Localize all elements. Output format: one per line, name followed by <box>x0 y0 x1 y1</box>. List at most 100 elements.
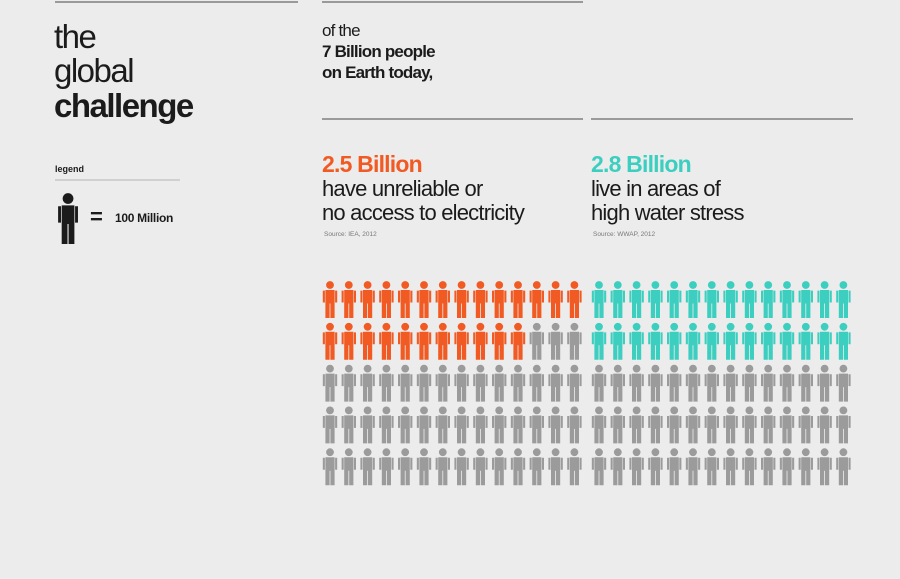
icon-body <box>548 457 563 486</box>
icon-head <box>476 364 485 373</box>
highlighted-icon <box>761 322 776 360</box>
base-icon <box>742 448 757 486</box>
icon-head <box>613 448 622 457</box>
icon-body <box>322 331 338 360</box>
icon-body <box>529 415 544 444</box>
icon-body <box>591 373 607 402</box>
icon-body <box>685 415 701 444</box>
icon-head <box>726 364 735 373</box>
base-icon <box>360 448 375 486</box>
base-icon <box>379 406 394 444</box>
highlighted-icon <box>742 322 757 360</box>
icon-head <box>551 406 560 415</box>
highlighted-icon <box>685 281 701 318</box>
base-icon <box>779 448 795 486</box>
highlighted-icon <box>492 281 507 318</box>
icon-head <box>651 322 660 331</box>
icon-body <box>360 415 375 444</box>
icon-body <box>58 205 78 245</box>
icon-head <box>670 406 679 415</box>
icon-head <box>801 364 810 373</box>
icon-body <box>567 457 582 486</box>
highlighted-icon <box>610 281 625 318</box>
panel-label: no access to electricity <box>322 200 525 225</box>
icon-body <box>761 415 776 444</box>
highlighted-icon <box>473 281 488 318</box>
highlighted-icon <box>648 322 663 360</box>
icon-body <box>742 331 757 360</box>
icon-body <box>529 331 544 360</box>
icon-head <box>745 364 754 373</box>
icon-body <box>435 415 450 444</box>
base-icon <box>723 364 738 402</box>
highlighted-icon <box>548 281 563 318</box>
icon-head <box>344 406 353 415</box>
base-icon <box>548 406 563 444</box>
base-icon <box>435 364 450 402</box>
icon-body <box>667 331 682 360</box>
base-icon <box>360 364 375 402</box>
base-icon <box>473 406 488 444</box>
highlighted-icon <box>798 322 813 360</box>
base-icon <box>510 364 526 402</box>
base-icon <box>648 406 663 444</box>
icon-head <box>344 322 353 331</box>
icon-body <box>322 290 338 318</box>
icon-head <box>420 448 428 457</box>
icon-head <box>401 448 410 457</box>
icon-head <box>764 281 773 289</box>
icon-head <box>326 448 334 457</box>
highlighted-icon <box>398 322 413 360</box>
icon-body <box>742 290 757 318</box>
icon-body <box>398 457 413 486</box>
legend-unit: 100 Million <box>115 211 173 225</box>
icon-body <box>648 457 663 486</box>
icon-head <box>326 281 334 289</box>
icon-head <box>382 322 391 331</box>
icon-body <box>761 290 776 318</box>
icon-body <box>492 290 507 318</box>
icon-head <box>514 281 522 289</box>
base-icon <box>685 406 701 444</box>
icon-body <box>798 415 813 444</box>
intro-line: of the <box>322 21 360 40</box>
icon-body <box>416 373 432 402</box>
icon-body <box>779 290 795 318</box>
icon-head <box>595 448 603 457</box>
icon-body <box>704 415 719 444</box>
icon-body <box>360 331 375 360</box>
icon-body <box>836 290 851 318</box>
icon-head <box>632 281 641 289</box>
icon-body <box>473 457 488 486</box>
icon-head <box>839 281 848 289</box>
base-icon <box>548 322 563 360</box>
highlighted-icon <box>322 281 338 318</box>
base-icon <box>567 448 582 486</box>
base-icon <box>322 448 338 486</box>
icon-head <box>495 364 504 373</box>
icon-body <box>610 331 625 360</box>
icon-head <box>745 322 754 331</box>
base-icon <box>648 448 663 486</box>
icon-head <box>457 322 466 331</box>
base-icon <box>567 322 582 360</box>
panel-value: 2.5 Billion <box>322 151 422 177</box>
icon-head <box>401 322 410 331</box>
icon-head <box>783 322 791 331</box>
base-icon <box>567 364 582 402</box>
icon-head <box>344 281 353 289</box>
icon-head <box>783 448 791 457</box>
icon-head <box>651 364 660 373</box>
base-icon <box>360 406 375 444</box>
icon-body <box>629 415 644 444</box>
highlighted-icon <box>704 322 719 360</box>
legend-icon <box>58 193 78 245</box>
base-icon <box>761 364 776 402</box>
icon-body <box>567 415 582 444</box>
icon-head <box>495 406 504 415</box>
base-icon <box>704 448 719 486</box>
icon-body <box>667 290 682 318</box>
base-icon <box>341 406 356 444</box>
icon-head <box>613 406 622 415</box>
